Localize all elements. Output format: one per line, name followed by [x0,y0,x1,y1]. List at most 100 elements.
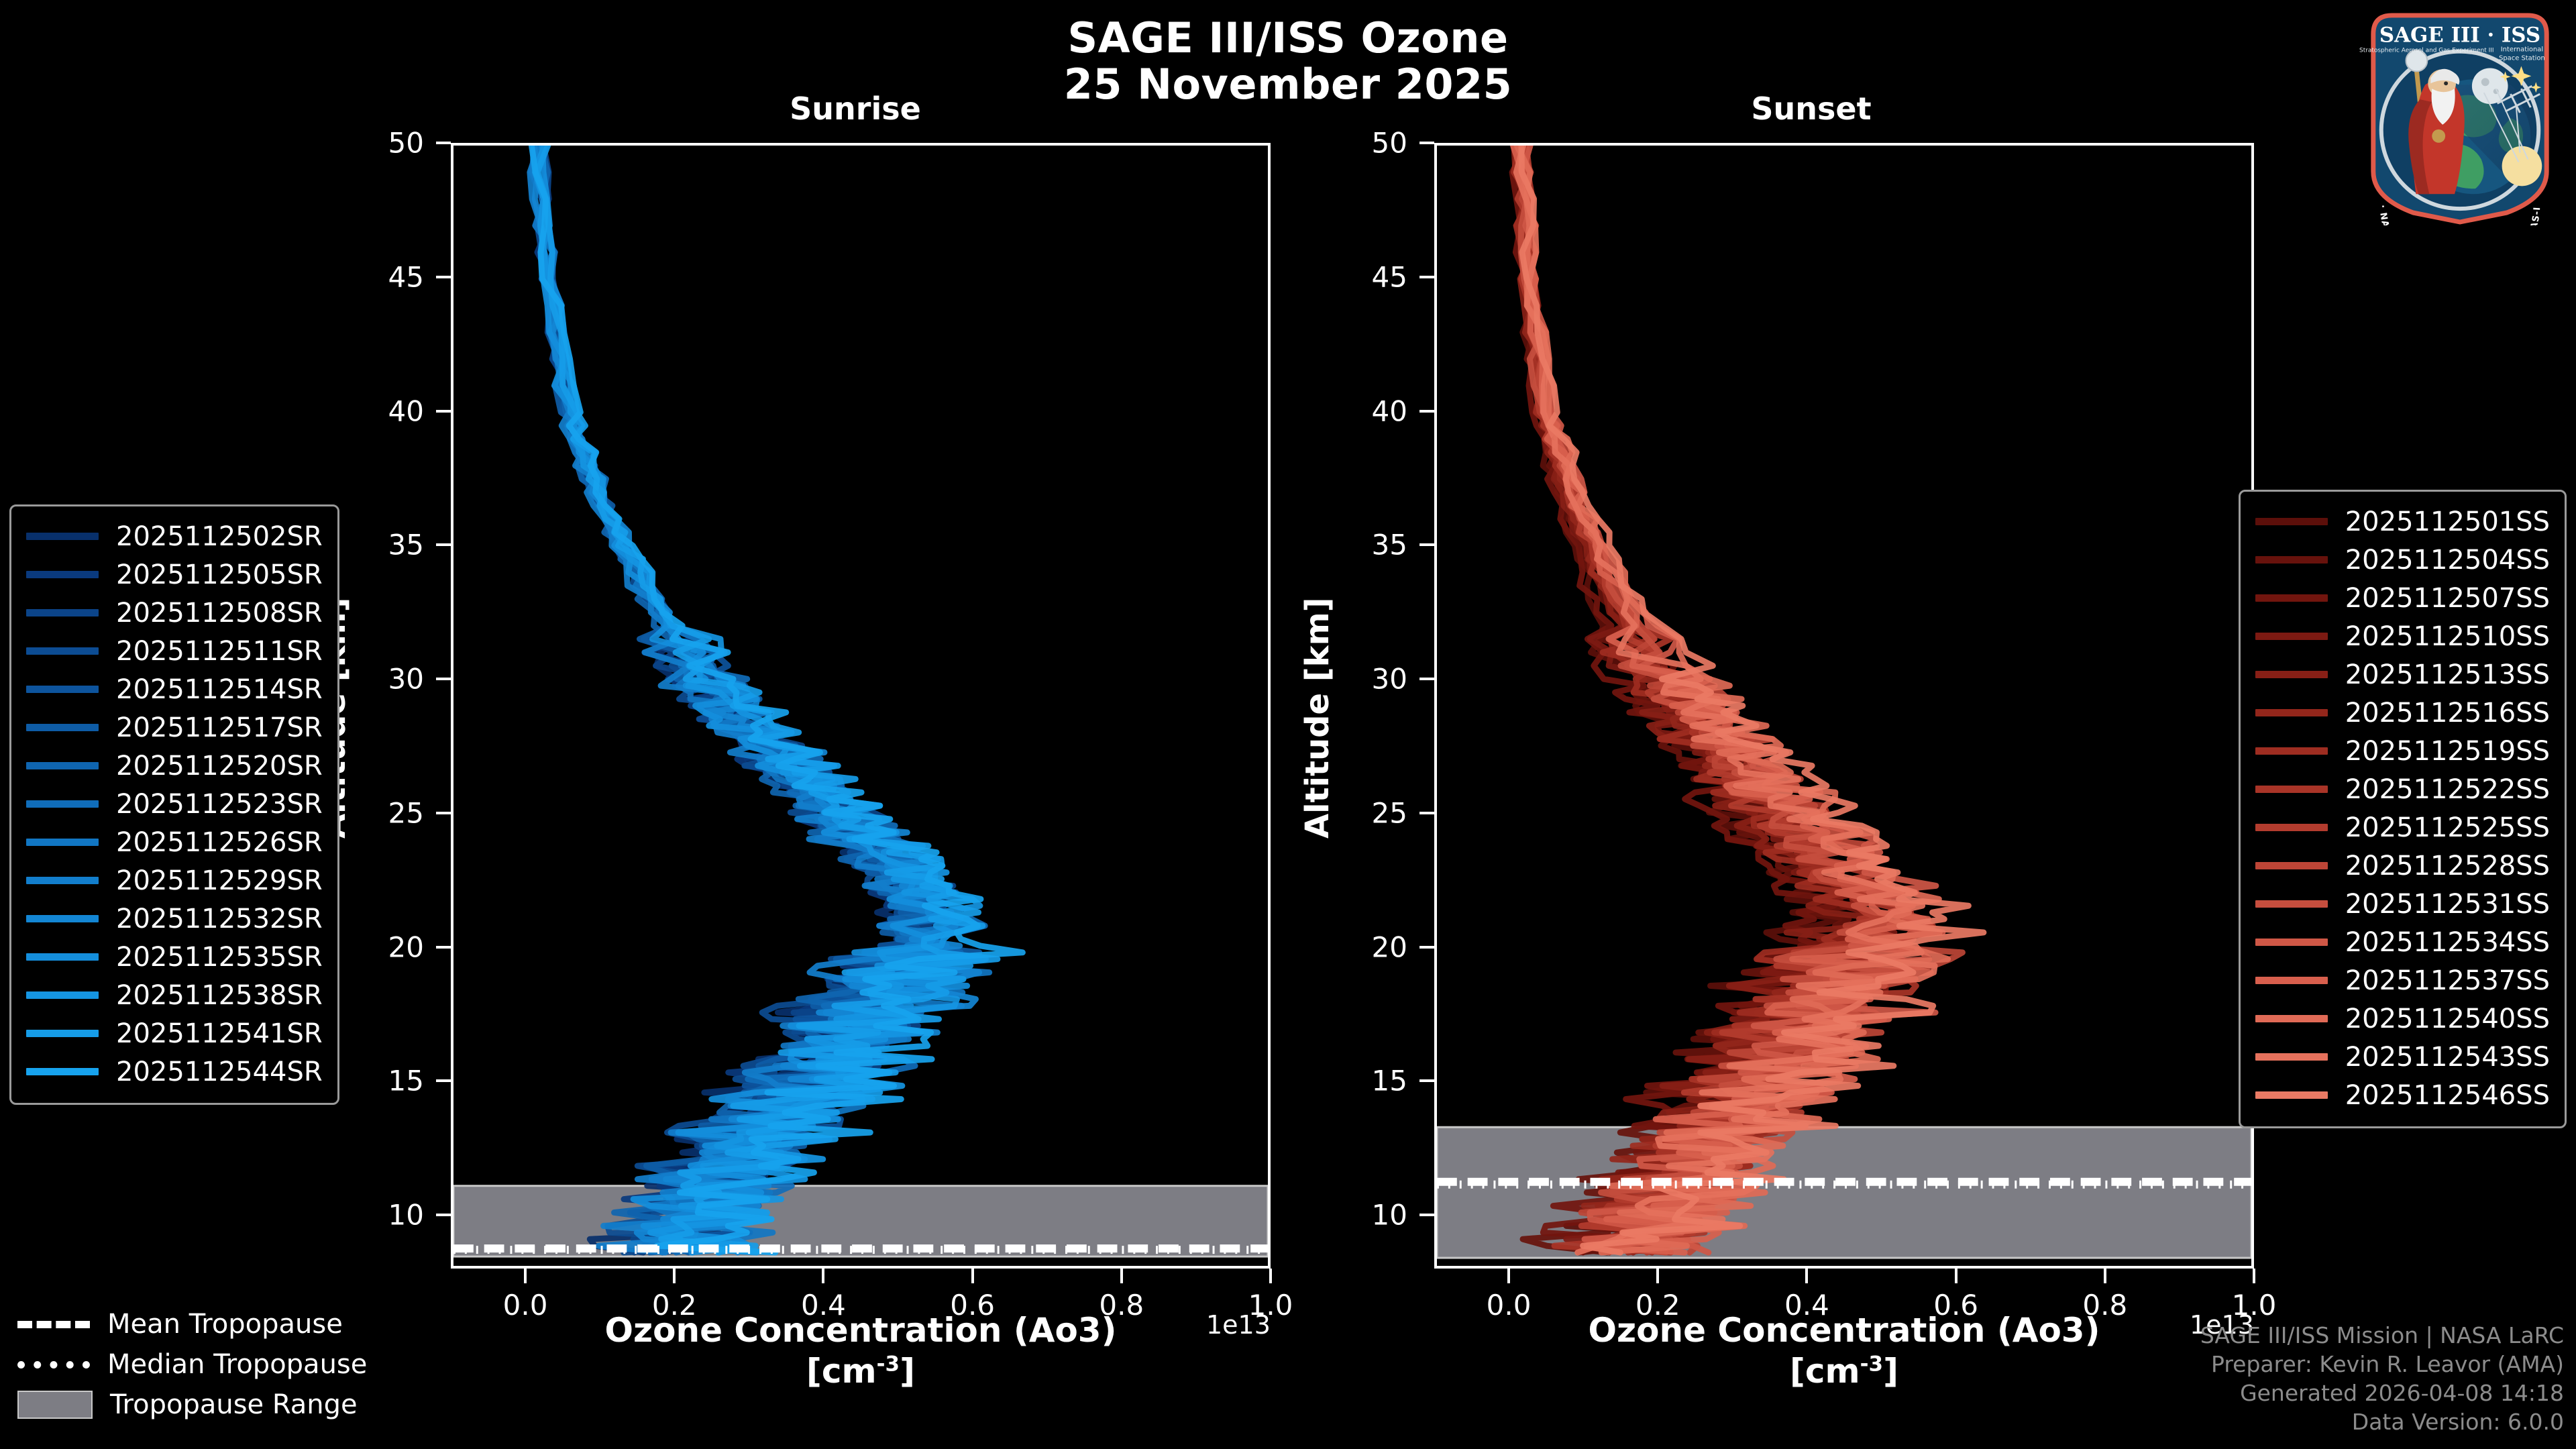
legend-color-swatch [26,571,99,578]
legend-item-label: 2025112502SR [116,521,323,552]
sunrise-x-axis-title-text: Ozone Concentration (Ao3) [604,1311,1117,1350]
legend-color-swatch [2255,900,2328,908]
legend-color-swatch [2255,1015,2328,1022]
patch-subtitle-right-1: International [2501,46,2543,54]
legend-item-label: 2025112537SS [2345,965,2550,996]
sunset-legend-item[interactable]: 2025112507SS [2255,579,2550,617]
sunrise-legend-item[interactable]: 2025112505SR [26,555,323,594]
sunrise-x-tick-label: 0.2 [651,1289,697,1322]
sunset-legend-item[interactable]: 2025112516SS [2255,694,2550,732]
patch-title: SAGE III · ISS [2379,23,2540,48]
sunrise-plot-area [451,143,1271,1269]
legend-item-label: 2025112516SS [2345,697,2550,729]
sunrise-legend-item[interactable]: 2025112511SR [26,632,323,670]
sunset-y-tick-label: 45 [1371,260,1407,294]
sunrise-legend-item[interactable]: 2025112532SR [26,900,323,938]
legend-item-label: 2025112544SR [116,1056,323,1087]
sunset-legend-item[interactable]: 2025112528SS [2255,847,2550,885]
sunrise-legend-item[interactable]: 2025112535SR [26,938,323,976]
legend-item-label: 2025112508SR [116,597,323,629]
sunrise-y-tick [436,678,451,681]
sunrise-y-tick-label: 40 [388,394,424,428]
sunrise-y-tick [436,275,451,278]
sunset-legend-item[interactable]: 2025112519SS [2255,732,2550,770]
legend-item-label: 2025112514SR [116,674,323,705]
sunset-legend-item[interactable]: 2025112540SS [2255,1000,2550,1038]
legend-item-label: 2025112513SS [2345,659,2550,690]
legend-item-label: 2025112519SS [2345,735,2550,767]
sunrise-legend-item[interactable]: 2025112502SR [26,517,323,555]
sunset-legend-item[interactable]: 2025112537SS [2255,961,2550,1000]
legend-color-swatch [26,647,99,655]
sunrise-y-tick-label: 45 [388,260,424,294]
sunset-legend-item[interactable]: 2025112510SS [2255,617,2550,655]
sunset-x-tick [1656,1269,1660,1283]
sunset-legend-item[interactable]: 2025112501SS [2255,502,2550,541]
sunrise-legend-item[interactable]: 2025112529SR [26,861,323,900]
sunrise-y-tick [436,543,451,547]
sunrise-x-tick [673,1269,676,1283]
legend-item-label: 2025112529SR [116,865,323,896]
legend-color-swatch [26,915,99,922]
sunset-y-tick [1419,678,1434,681]
legend-item-label: 2025112540SS [2345,1003,2550,1034]
sunrise-legend-item[interactable]: 2025112541SR [26,1014,323,1053]
sunrise-x-tick [1120,1269,1123,1283]
legend-item-label: 2025112532SR [116,903,323,934]
sunrise-legend-item[interactable]: 2025112538SR [26,976,323,1014]
sunrise-legend-item[interactable]: 2025112520SR [26,747,323,785]
sunset-legend-item[interactable]: 2025112531SS [2255,885,2550,923]
sunset-y-tick-label: 35 [1371,528,1407,561]
sunrise-legend-item[interactable]: 2025112544SR [26,1053,323,1091]
legend-color-swatch [2255,671,2328,678]
footer-credits: SAGE III/ISS Mission | NASA LaRC Prepare… [2200,1322,2564,1437]
patch-mage-figure [2405,49,2465,195]
sunset-y-tick [1419,1214,1434,1217]
sunset-legend-item[interactable]: 2025112504SS [2255,541,2550,579]
sunset-x-axis-units: [cm-3] [1790,1352,1898,1391]
sunset-legend-item[interactable]: 2025112522SS [2255,770,2550,808]
tropopause-legend-item: Median Tropopause [17,1344,367,1385]
sunset-legend-item[interactable]: 2025112513SS [2255,655,2550,694]
legend-color-swatch [2255,824,2328,831]
legend-color-swatch [2255,518,2328,525]
sunrise-y-tick [436,142,451,144]
sunrise-legend-item[interactable]: 2025112523SR [26,785,323,823]
sunrise-y-tick-label: 30 [388,662,424,696]
sunrise-x-axis-title: Ozone Concentration (Ao3) [cm-3] [559,1310,1163,1392]
sunset-y-tick-label: 25 [1371,796,1407,830]
patch-sun [2502,146,2542,186]
sunset-legend-item[interactable]: 2025112534SS [2255,923,2550,961]
legend-color-swatch [26,686,99,693]
legend-color-swatch [26,724,99,731]
sunrise-x-tick-label: 1.0 [1248,1289,1293,1322]
tropopause-legend-item: Tropopause Range [17,1385,367,1425]
legend-color-swatch [26,1030,99,1037]
sunset-x-tick [2253,1269,2255,1283]
sunrise-legend-item[interactable]: 2025112508SR [26,594,323,632]
sunrise-y-tick-label: 10 [388,1198,424,1232]
ozone-profile-line [1509,146,1857,1256]
tropopause-line-swatch [17,1320,90,1328]
sunset-legend[interactable]: 2025112501SS 2025112504SS 2025112507SS 2025… [2238,490,2567,1128]
legend-item-label: 2025112522SS [2345,773,2550,805]
sunrise-legend[interactable]: 2025112502SR 2025112505SR 2025112508SR 2025… [9,504,339,1105]
sunset-legend-item[interactable]: 2025112546SS [2255,1076,2550,1114]
tropopause-legend: Mean Tropopause Median Tropopause Tropopau… [17,1304,367,1425]
sunrise-profile-lines [453,146,1268,1258]
sunrise-legend-item[interactable]: 2025112526SR [26,823,323,861]
sunrise-legend-item[interactable]: 2025112514SR [26,670,323,708]
legend-item-label: 2025112510SS [2345,621,2550,652]
sunrise-legend-item[interactable]: 2025112517SR [26,708,323,747]
legend-item-label: 2025112541SR [116,1018,323,1049]
sunset-legend-item[interactable]: 2025112525SS [2255,808,2550,847]
sunrise-y-tick [436,945,451,949]
sunset-y-tick [1419,275,1434,278]
sunset-panel-title: Sunset [1751,91,1872,127]
patch-subtitle-left: Stratospheric Aerosol and Gas Experiment… [2359,48,2494,54]
legend-color-swatch [26,1068,99,1075]
sunset-legend-item[interactable]: 2025112543SS [2255,1038,2550,1076]
sunset-y-tick-label: 30 [1371,662,1407,696]
sunset-y-tick [1419,409,1434,413]
sunset-x-tick-label: 0.0 [1486,1289,1532,1322]
